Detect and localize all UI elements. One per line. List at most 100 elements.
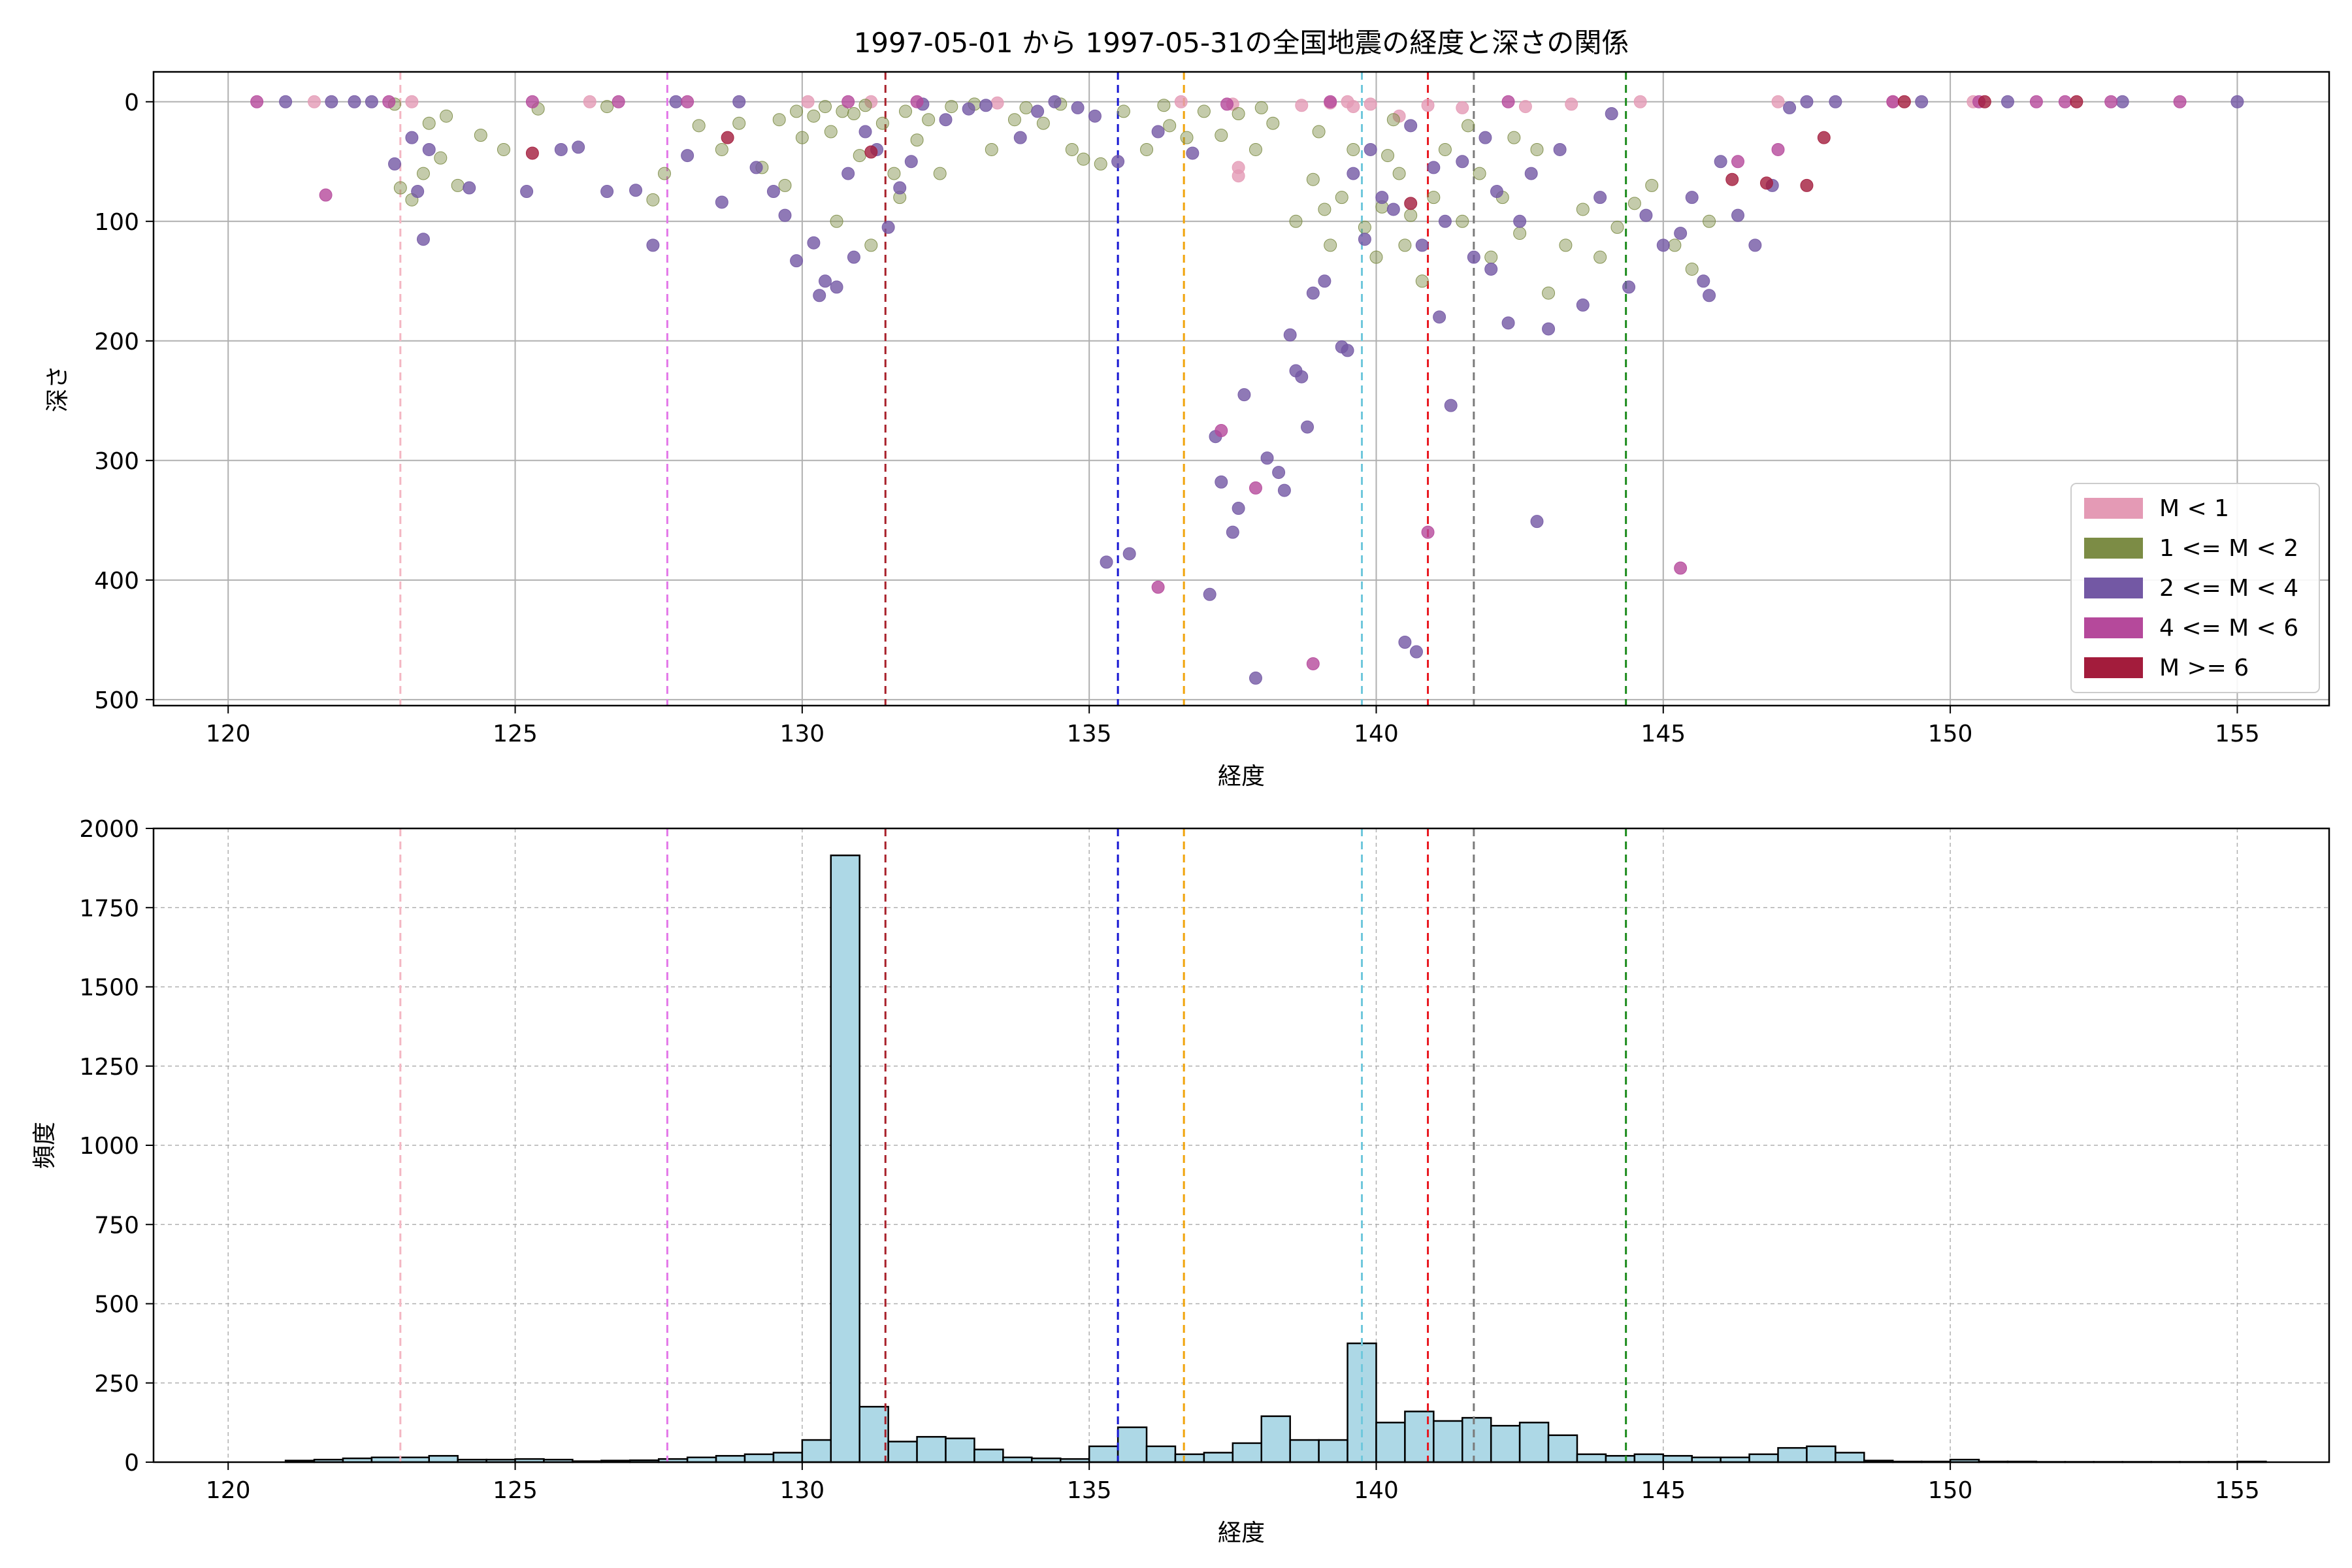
data-point bbox=[1215, 475, 1228, 489]
histogram-bar bbox=[1260, 1415, 1291, 1463]
x-tick-label: 135 bbox=[1067, 721, 1112, 747]
data-point bbox=[979, 99, 993, 112]
data-point bbox=[681, 149, 694, 163]
histogram-bar bbox=[973, 1448, 1004, 1463]
x-tick-label: 120 bbox=[206, 721, 251, 747]
data-point bbox=[1088, 109, 1102, 123]
legend-frame bbox=[2070, 483, 2320, 693]
data-point bbox=[1409, 645, 1423, 659]
data-point bbox=[1277, 483, 1291, 497]
data-point bbox=[388, 157, 402, 171]
data-point bbox=[1674, 561, 1688, 575]
data-point bbox=[1524, 167, 1538, 180]
legend-swatch bbox=[2084, 617, 2143, 638]
data-point bbox=[1501, 316, 1515, 330]
data-point bbox=[1513, 227, 1527, 240]
legend-swatch bbox=[2084, 578, 2143, 598]
data-point bbox=[1685, 262, 1699, 276]
histogram-panel: 120 125 130 135 140 145 150 155 0 250 500 750 1000 1… bbox=[31, 816, 2330, 1546]
data-point bbox=[830, 280, 843, 294]
data-point bbox=[1007, 113, 1021, 127]
data-point bbox=[807, 109, 821, 123]
legend-swatch bbox=[2084, 538, 2143, 559]
histogram-bar bbox=[1174, 1453, 1205, 1463]
histogram-bars bbox=[284, 854, 2267, 1463]
data-point bbox=[1800, 178, 1814, 192]
data-point bbox=[646, 193, 660, 206]
data-point bbox=[1295, 99, 1309, 112]
data-point bbox=[858, 99, 872, 112]
legend-item: 2 <= M < 4 bbox=[2084, 575, 2298, 602]
data-point bbox=[1542, 322, 1556, 336]
data-point bbox=[434, 151, 448, 165]
y-tick-label: 300 bbox=[94, 448, 139, 475]
histogram-bar bbox=[1347, 1342, 1377, 1463]
histogram-bar bbox=[1145, 1445, 1177, 1463]
data-point bbox=[1100, 555, 1113, 569]
data-point bbox=[933, 167, 947, 180]
data-point bbox=[1341, 344, 1354, 357]
data-point bbox=[1289, 214, 1303, 228]
x-tick-label: 155 bbox=[2215, 721, 2260, 747]
data-point bbox=[1197, 105, 1211, 118]
x-tick-label: 150 bbox=[1928, 721, 1973, 747]
data-point bbox=[1306, 172, 1320, 186]
data-point bbox=[1800, 95, 1814, 108]
scatter-x-ticks: 120 125 130 135 140 145 150 155 bbox=[206, 706, 2260, 747]
data-point bbox=[646, 238, 660, 252]
data-point bbox=[801, 95, 815, 108]
data-point bbox=[681, 95, 694, 108]
histogram-y-ticks: 0 250 500 750 1000 1250 1500 1750 2000 bbox=[79, 816, 154, 1477]
histogram-bar bbox=[1318, 1439, 1348, 1463]
data-point bbox=[1748, 238, 1762, 252]
data-point bbox=[864, 145, 878, 159]
data-point bbox=[250, 95, 264, 108]
x-tick-label: 145 bbox=[1641, 721, 1686, 747]
data-point bbox=[348, 95, 361, 108]
data-point bbox=[836, 105, 849, 118]
histogram-bar bbox=[1088, 1445, 1119, 1463]
histogram-bar bbox=[1605, 1455, 1636, 1463]
data-point bbox=[1478, 131, 1492, 144]
data-point bbox=[1151, 580, 1165, 594]
histogram-bar bbox=[1835, 1452, 1865, 1463]
data-point bbox=[1518, 100, 1532, 114]
data-point bbox=[554, 142, 568, 156]
data-point bbox=[463, 181, 476, 195]
data-point bbox=[405, 95, 419, 108]
data-point bbox=[2230, 95, 2244, 108]
data-point bbox=[1232, 169, 1245, 183]
data-point bbox=[1427, 161, 1441, 174]
data-point bbox=[525, 95, 539, 108]
data-point bbox=[1421, 525, 1435, 539]
data-point bbox=[841, 167, 855, 180]
scatter-y-axis-label: 深さ bbox=[44, 365, 71, 412]
y-tick-label: 0 bbox=[124, 90, 139, 116]
histogram-bar bbox=[1289, 1439, 1320, 1463]
data-point bbox=[881, 220, 895, 234]
data-point bbox=[411, 185, 425, 199]
data-point bbox=[1645, 178, 1659, 192]
data-point bbox=[1369, 250, 1383, 264]
legend-label: 4 <= M < 6 bbox=[2159, 615, 2298, 642]
data-point bbox=[600, 100, 614, 114]
data-point bbox=[899, 105, 913, 118]
data-point bbox=[1111, 155, 1125, 169]
data-point bbox=[1232, 107, 1245, 121]
data-point bbox=[1783, 101, 1797, 114]
data-point bbox=[1444, 399, 1458, 412]
data-point bbox=[1576, 203, 1590, 216]
data-point bbox=[1347, 100, 1360, 114]
data-point bbox=[1484, 262, 1498, 276]
data-point bbox=[766, 185, 780, 199]
data-point bbox=[451, 178, 465, 192]
data-point bbox=[1622, 280, 1636, 294]
data-point bbox=[807, 236, 821, 250]
data-point bbox=[939, 113, 953, 127]
data-point bbox=[1347, 142, 1360, 156]
data-point bbox=[1226, 525, 1239, 539]
data-point bbox=[1306, 657, 1320, 670]
data-point bbox=[416, 233, 430, 246]
data-point bbox=[1392, 167, 1406, 180]
